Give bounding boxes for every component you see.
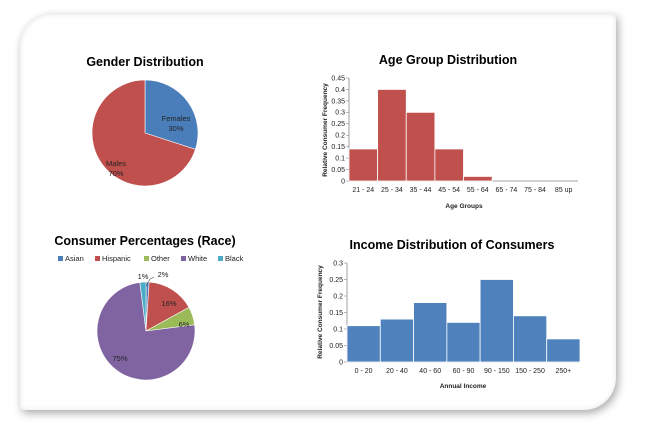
income-chart-title: Income Distribution of Consumers <box>350 238 555 252</box>
black-slice-value: 2% <box>158 270 169 279</box>
age-bar-chart: Age Group Distribution Relative Consumer… <box>322 53 578 210</box>
y-tick-label: 0.35 <box>331 98 345 105</box>
age-chart-title: Age Group Distribution <box>379 53 517 67</box>
y-tick-label: 0.4 <box>335 87 345 94</box>
y-tick-label: 0 <box>339 359 343 366</box>
income-bar-chart: Income Distribution of Consumers Relativ… <box>317 238 581 390</box>
race-legend: Asian Hispanic Other White Black <box>58 254 244 263</box>
x-tick-label: 250+ <box>555 368 571 375</box>
income-x-axis-label: Annual Income <box>440 383 487 390</box>
x-tick-label: 85 up <box>555 187 573 194</box>
income-y-axis-label: Relative Consumer Frequency <box>317 265 324 359</box>
gender-chart-title: Gender Distribution <box>86 55 203 69</box>
race-pie-chart: Consumer Percentages (Race) Asian Hispani… <box>54 234 244 381</box>
x-tick-label: 35 - 44 <box>410 187 432 194</box>
x-tick-label: 90 - 150 <box>484 368 510 375</box>
legend-swatch-white <box>181 256 186 261</box>
y-tick-label: 0.3 <box>335 110 345 117</box>
race-chart-title: Consumer Percentages (Race) <box>54 234 235 248</box>
y-tick-label: 0.3 <box>333 260 343 267</box>
pie-slice-white <box>96 282 196 381</box>
legend-label-white: White <box>188 254 207 263</box>
hispanic-slice-value: 16% <box>161 299 176 308</box>
x-tick-label: 25 - 34 <box>381 187 403 194</box>
pie-slice-females <box>144 79 199 150</box>
bar-55-64 <box>463 176 493 182</box>
legend-label-other: Other <box>151 254 170 263</box>
legend-label-asian: Asian <box>65 254 84 263</box>
y-tick-label: 0.15 <box>331 144 345 151</box>
bar-0-20 <box>346 325 381 363</box>
y-tick-label: 0.25 <box>329 277 343 284</box>
x-tick-label: 75 - 84 <box>524 187 546 194</box>
females-slice-label: Females <box>162 114 191 123</box>
bar-150-250 <box>513 315 548 363</box>
gender-pie-chart: Gender Distribution Females 30% Males 70… <box>86 55 204 187</box>
x-tick-label: 0 - 20 <box>355 368 373 375</box>
bar-250 <box>546 338 581 363</box>
black-slice-leader-line <box>145 278 151 287</box>
bar-45-54 <box>434 148 464 182</box>
bar-21-24 <box>348 148 379 182</box>
y-tick-label: 0.2 <box>335 133 345 140</box>
y-tick-label: 0.1 <box>335 156 345 163</box>
x-tick-label: 20 - 40 <box>386 368 408 375</box>
bar-60-90 <box>446 321 481 363</box>
pie-slice-males <box>91 79 196 187</box>
y-tick-label: 0.2 <box>333 293 343 300</box>
black-slice-leader-tail <box>149 276 155 280</box>
males-slice-value: 70% <box>108 169 123 178</box>
bar-20-40 <box>379 318 414 363</box>
y-tick-label: 0.15 <box>329 310 343 317</box>
y-tick-label: 0.25 <box>331 121 345 128</box>
y-tick-label: 0.1 <box>333 326 343 333</box>
legend-swatch-other <box>144 256 149 261</box>
x-tick-label: 150 - 250 <box>515 368 545 375</box>
asian-slice-value: 1% <box>138 272 149 281</box>
males-slice-label: Males <box>106 159 126 168</box>
pie-slice-hispanic <box>145 281 190 332</box>
age-x-axis-label: Age Groups <box>445 203 483 210</box>
legend-label-hispanic: Hispanic <box>102 254 131 263</box>
bar-40-60 <box>413 302 448 363</box>
females-slice-value: 30% <box>168 124 183 133</box>
x-tick-label: 45 - 54 <box>438 187 460 194</box>
x-tick-label: 55 - 64 <box>467 187 489 194</box>
x-tick-label: 40 - 60 <box>419 368 441 375</box>
other-slice-value: 6% <box>179 320 190 329</box>
y-tick-label: 0.05 <box>329 343 343 350</box>
white-slice-value: 75% <box>112 354 127 363</box>
y-tick-label: 0 <box>341 178 345 185</box>
legend-swatch-asian <box>58 256 63 261</box>
x-tick-label: 65 - 74 <box>496 187 518 194</box>
x-tick-label: 60 - 90 <box>453 368 475 375</box>
bar-25-34 <box>377 89 407 182</box>
legend-swatch-hispanic <box>95 256 100 261</box>
y-tick-label: 0.45 <box>331 75 345 82</box>
bar-35-44 <box>405 111 436 182</box>
legend-swatch-black <box>218 256 223 261</box>
bar-90-150 <box>479 279 514 363</box>
age-y-axis-label: Relative Consumer Frequency <box>322 83 329 177</box>
y-tick-label: 0.05 <box>331 167 345 174</box>
x-tick-label: 21 - 24 <box>352 187 374 194</box>
pie-slice-black <box>139 281 147 332</box>
legend-label-black: Black <box>225 254 244 263</box>
